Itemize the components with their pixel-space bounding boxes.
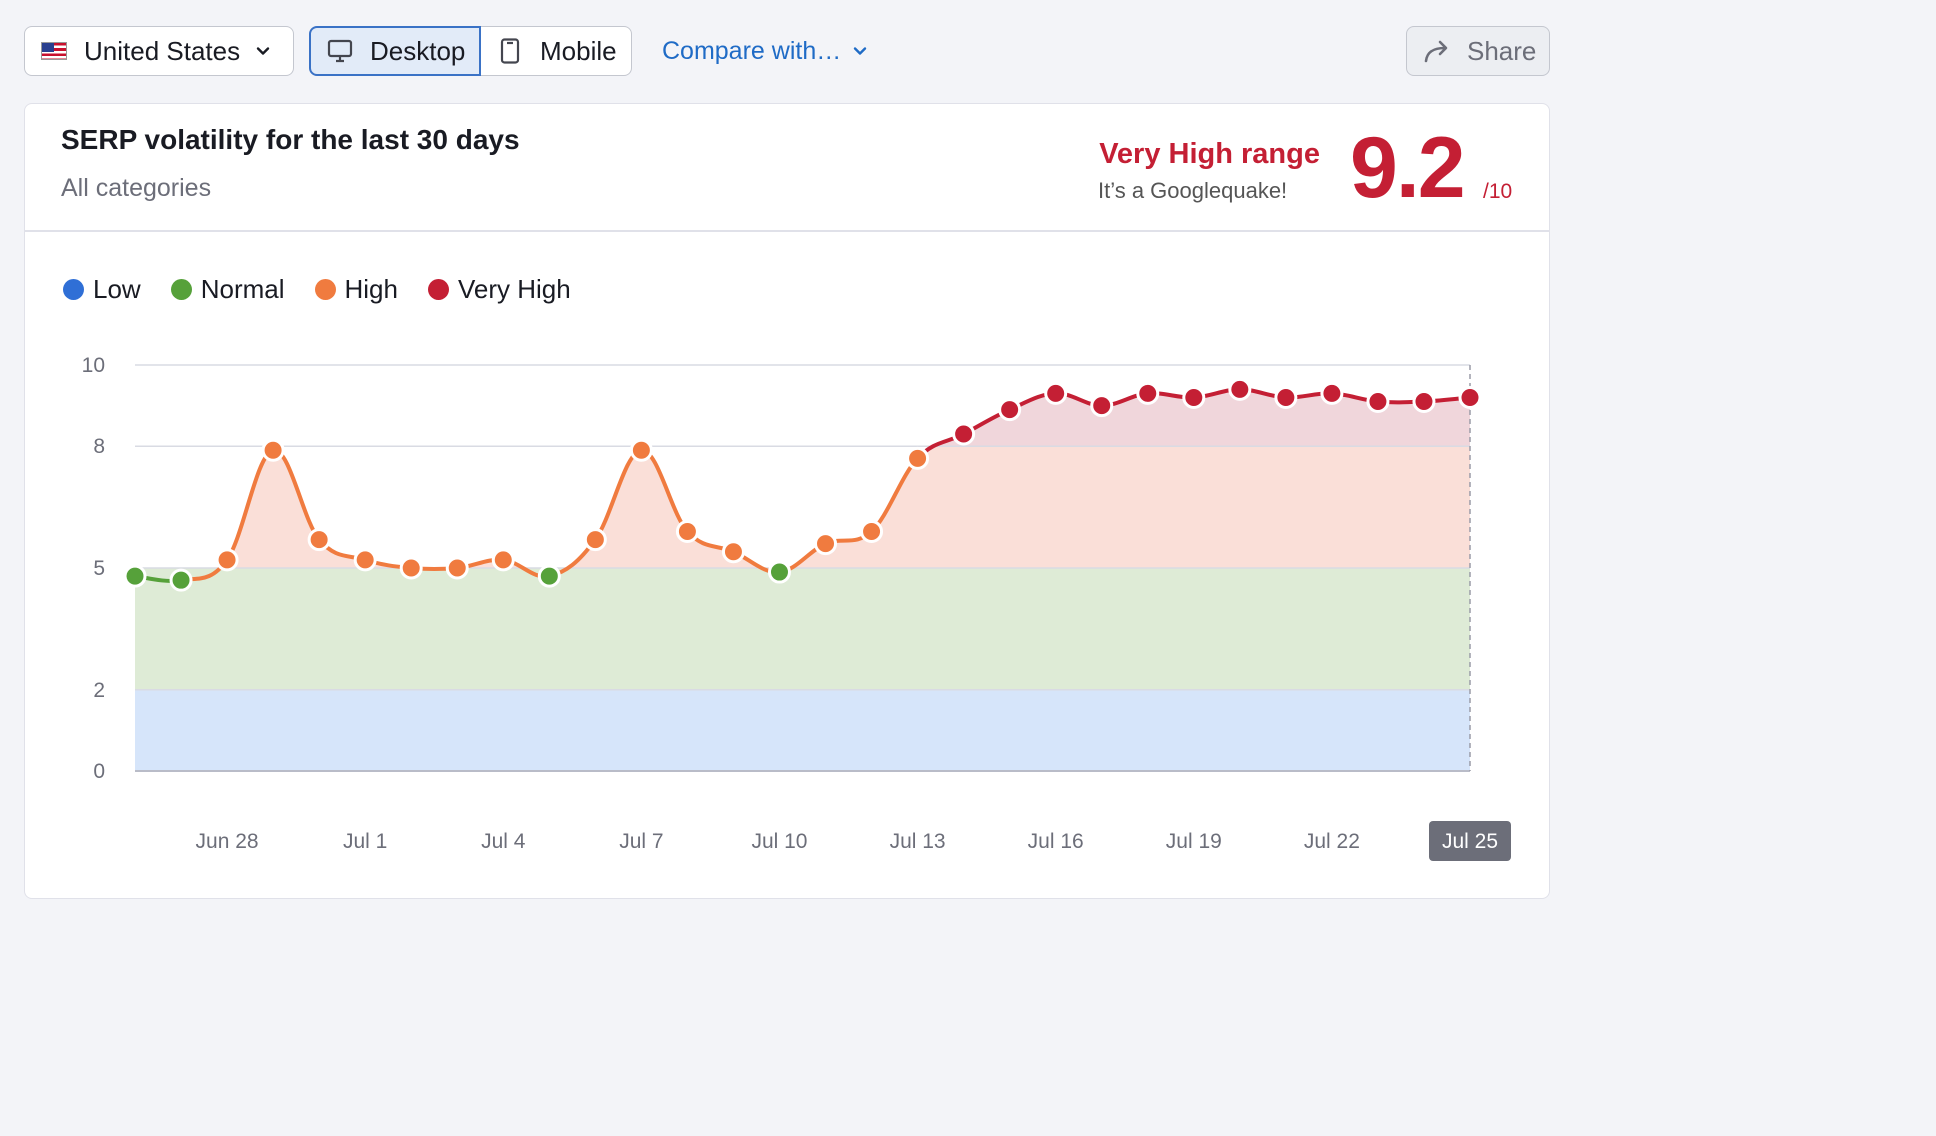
chevron-down-icon [854, 47, 867, 55]
country-label: United States [84, 35, 241, 66]
data-point [1320, 381, 1344, 405]
volatility-score: 9.2 [1350, 120, 1466, 216]
y-tick-label: 8 [93, 435, 105, 458]
y-tick-label: 5 [93, 557, 105, 580]
toolbar: United States Desktop Mobile Compare wit… [24, 26, 1550, 76]
x-tick-label: Jul 19 [1166, 830, 1222, 853]
card-header: SERP volatility for the last 30 days All… [25, 104, 1549, 232]
x-tick-label: Jul 13 [890, 830, 946, 853]
volatility-card: SERP volatility for the last 30 days All… [24, 103, 1550, 899]
legend-dot-low [63, 279, 84, 300]
chart-legend: Low Normal High Very High [63, 274, 601, 305]
share-label: Share [1467, 35, 1537, 66]
data-point [169, 568, 193, 592]
category-subtitle: All categories [61, 174, 212, 202]
data-point [721, 540, 745, 564]
score-max: /10 [1483, 180, 1513, 203]
x-tick-label: Jul 7 [619, 830, 663, 853]
legend-label-very-high: Very High [457, 274, 571, 304]
legend-dot-very-high [427, 279, 449, 300]
mobile-label: Mobile [540, 35, 617, 66]
range-label: Very High range [1099, 138, 1320, 170]
card-title: SERP volatility for the last 30 days [61, 124, 520, 155]
data-point [1228, 377, 1252, 401]
data-point [906, 446, 930, 470]
data-point [1366, 390, 1390, 414]
legend-dot-high [314, 279, 336, 300]
legend-item-low[interactable]: Low [63, 274, 141, 305]
data-point [1274, 385, 1298, 409]
data-point [583, 528, 607, 552]
compare-with-link[interactable]: Compare with… [662, 26, 867, 76]
x-tick-label: Jul 25 [1442, 830, 1498, 853]
share-button[interactable]: Share [1406, 26, 1550, 76]
x-tick-label: Jul 4 [481, 830, 526, 853]
area-very-high [135, 389, 1470, 447]
data-point [123, 564, 147, 588]
legend-dot-normal [170, 279, 192, 300]
data-point [1412, 390, 1436, 414]
y-tick-label: 2 [93, 679, 105, 702]
data-point [307, 528, 331, 552]
band-low [135, 689, 1470, 771]
data-point [491, 548, 515, 572]
legend-item-normal[interactable]: Normal [170, 274, 285, 305]
x-tick-highlight [1429, 821, 1511, 861]
y-tick-label: 10 [82, 354, 105, 377]
data-point [675, 519, 699, 543]
volatility-chart: 0 2 5 8 10 Jun 28 Jul 1 Jul 4 Jul 7 Jul 10 Jul 13 J… [82, 354, 1511, 861]
legend-item-high[interactable]: High [314, 274, 398, 305]
y-tick-label: 0 [93, 760, 105, 783]
data-point [629, 438, 653, 462]
data-point [445, 556, 469, 580]
compare-label: Compare with… [662, 36, 842, 65]
phone-icon [500, 38, 520, 64]
data-point [215, 548, 239, 572]
us-flag-icon [41, 42, 67, 60]
range-note: It’s a Googlequake! [1098, 178, 1288, 203]
desktop-button[interactable]: Desktop [309, 26, 481, 76]
mobile-button[interactable]: Mobile [480, 26, 632, 76]
x-tick-label: Jul 10 [751, 830, 807, 853]
x-tick-label: Jul 22 [1304, 830, 1360, 853]
share-arrow-icon [1424, 40, 1448, 63]
x-tick-label: Jul 16 [1028, 830, 1084, 853]
chevron-down-icon [256, 47, 270, 55]
legend-label-normal: Normal [200, 274, 285, 304]
data-point [860, 519, 884, 543]
country-selector[interactable]: United States [24, 26, 294, 76]
band-normal [135, 568, 1470, 690]
desktop-label: Desktop [370, 35, 466, 66]
x-tick-label: Jul 1 [343, 830, 387, 853]
legend-label-low: Low [93, 274, 141, 304]
data-point [814, 532, 838, 556]
data-point [1090, 394, 1114, 418]
x-tick-label: Jun 28 [196, 830, 259, 853]
monitor-icon [327, 39, 353, 63]
device-toggle: Desktop Mobile [309, 26, 633, 76]
data-point [1182, 385, 1206, 409]
area-high [135, 446, 1470, 568]
legend-item-very-high[interactable]: Very High [427, 274, 571, 305]
data-point [1044, 381, 1068, 405]
data-point [767, 560, 791, 584]
data-point [952, 422, 976, 446]
data-point [998, 398, 1022, 422]
legend-label-high: High [344, 274, 398, 304]
data-point [353, 548, 377, 572]
data-point [1458, 385, 1482, 409]
data-point [399, 556, 423, 580]
data-point [537, 564, 561, 588]
data-point [261, 438, 285, 462]
data-point [1136, 381, 1160, 405]
